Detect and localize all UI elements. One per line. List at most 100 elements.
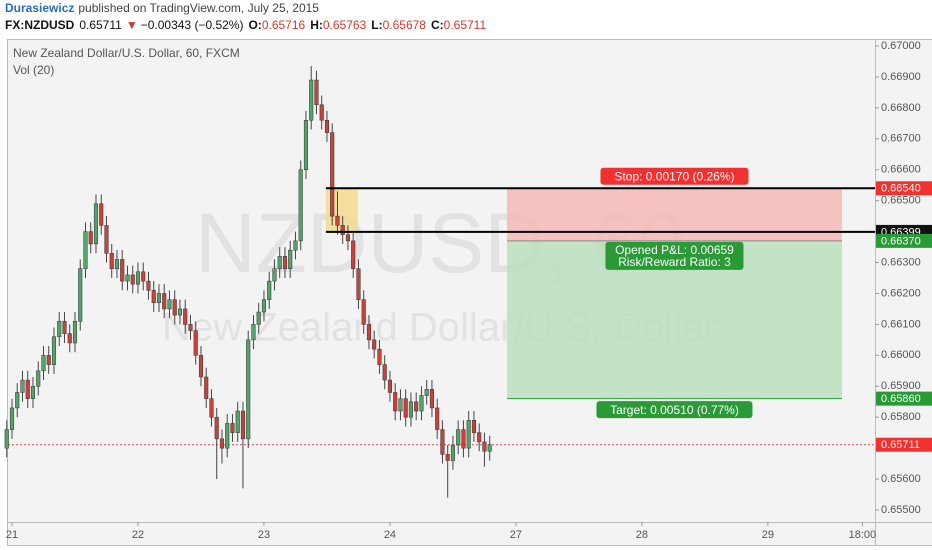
candle-body [30, 386, 36, 399]
header-line: Durasiewicz published on TradingView.com,… [5, 1, 319, 15]
candle-body [219, 438, 225, 449]
candle-body [151, 290, 156, 303]
candle-body [104, 225, 109, 254]
y-tick-label: 0.65500 [881, 504, 921, 516]
ohlc-label: L: [371, 18, 382, 32]
candle-body [235, 410, 240, 433]
candle-body [393, 392, 398, 412]
ohlc: O:0.65716 H:0.65763 L:0.65678 C:0.65711 [248, 18, 486, 32]
candle-body [319, 104, 324, 121]
candle-body [256, 311, 261, 325]
price-label: 0.65711 [881, 439, 920, 451]
y-tick-label: 0.66900 [881, 71, 921, 83]
y-tick-label: 0.65800 [881, 411, 921, 423]
candle-body [435, 407, 440, 430]
candle-body [303, 119, 309, 170]
candle-body [288, 249, 293, 269]
candle-body [15, 392, 20, 409]
y-tick-label: 0.66800 [881, 102, 921, 114]
candle-body [193, 330, 198, 356]
x-tick-label: 29 [762, 529, 774, 541]
stop-label-bg [600, 167, 749, 185]
candle-body [398, 398, 403, 412]
price-label: 0.65860 [881, 393, 921, 405]
candle-body [261, 299, 267, 313]
candle-body [487, 444, 492, 452]
target-label-bg [596, 401, 753, 419]
price-label-bg [876, 181, 932, 196]
y-tick-label: 0.66300 [881, 256, 921, 268]
candle-body [130, 274, 135, 285]
symbol: FX:NZDUSD [5, 18, 75, 32]
candle-body [461, 429, 466, 449]
candle-body [25, 379, 30, 399]
published: published on TradingView.com, July 25, 2… [78, 1, 319, 15]
x-tick-label: 23 [258, 529, 270, 541]
candle-body [162, 293, 167, 310]
candle-body [88, 231, 93, 245]
candle-body [141, 271, 146, 282]
candle-body [456, 429, 461, 446]
pnl-label: Opened P&L: 0.00659 [615, 243, 734, 257]
candle-body [282, 256, 288, 269]
candle-body [146, 280, 151, 291]
candle-body [372, 339, 377, 350]
candle-body [482, 441, 487, 452]
candle-body [188, 324, 193, 331]
author[interactable]: Durasiewicz [5, 1, 74, 15]
candle-body [72, 321, 78, 344]
candle-body [419, 395, 424, 412]
price-label-bg [876, 233, 932, 248]
candle-body [445, 454, 450, 461]
candle-body [135, 271, 141, 285]
candle-body [366, 324, 372, 341]
indicator: Vol (20) [13, 63, 54, 77]
candle-body [109, 253, 114, 269]
last: 0.65711 [79, 18, 122, 32]
candle-body [225, 423, 230, 449]
candle-body [36, 370, 41, 387]
candle-body [330, 132, 335, 217]
candle-body [440, 429, 445, 455]
candle-body [78, 268, 83, 322]
x-tick-label: 22 [132, 529, 144, 541]
candle-body [408, 401, 413, 418]
candle-body [471, 420, 476, 433]
chart-title: New Zealand Dollar/U.S. Dollar, 60, FXCM [13, 46, 240, 60]
candle-body [240, 410, 246, 440]
pnl-label: Risk/Reward Ratio: 3 [618, 255, 731, 269]
candle-body [314, 79, 319, 106]
pnl-label-bg [605, 241, 744, 270]
candle-body [114, 259, 120, 269]
candle-body [251, 324, 256, 341]
candle-body [214, 416, 219, 440]
price-label-bg [876, 391, 932, 406]
candle-body [382, 364, 387, 381]
x-tick-label: 18:00 [849, 529, 877, 541]
candle-body [20, 379, 25, 393]
candle-body [125, 274, 130, 282]
candle-body [183, 308, 188, 325]
candle-body [345, 234, 351, 242]
candle-body [466, 420, 471, 449]
price-label-bg [876, 437, 932, 452]
arrow: ▼ [126, 18, 138, 32]
ohlc-label: O: [248, 18, 261, 32]
x-tick-label: 21 [6, 529, 18, 541]
ohlc-value: 0.65678 [383, 18, 427, 32]
price-label: 0.66540 [881, 183, 921, 195]
x-tick-label: 28 [636, 529, 648, 541]
candle-body [403, 398, 408, 418]
candle-body [167, 299, 172, 310]
candle-body [361, 299, 366, 325]
candle-body [477, 432, 482, 443]
y-tick-label: 0.66600 [881, 164, 921, 176]
candle-body [424, 389, 429, 396]
x-tick-label: 27 [510, 529, 522, 541]
candle-body [99, 203, 104, 226]
ohlc-label: C: [431, 18, 444, 32]
candle-body [340, 225, 345, 235]
symbol-line: FX:NZDUSD 0.65711 ▼ −0.00343 (−0.52%) O:0.65… [5, 18, 486, 32]
candle-body [387, 379, 393, 393]
